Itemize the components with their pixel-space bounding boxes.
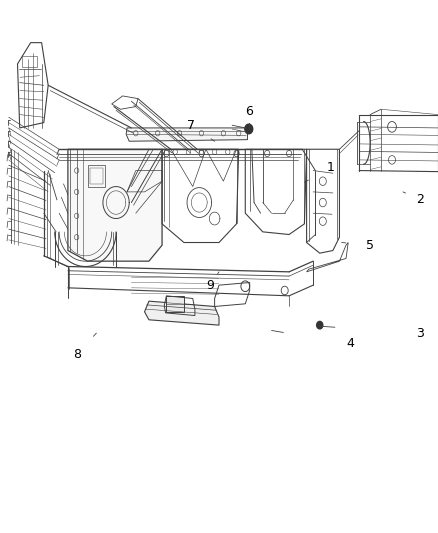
Text: 7: 7 (187, 119, 194, 132)
Polygon shape (126, 128, 247, 141)
Circle shape (317, 321, 323, 329)
Text: 2: 2 (417, 193, 424, 206)
Polygon shape (145, 301, 219, 325)
Text: 8: 8 (73, 348, 81, 361)
Polygon shape (68, 149, 162, 261)
Text: 1: 1 (327, 161, 335, 174)
Circle shape (245, 124, 253, 134)
Polygon shape (166, 296, 184, 312)
Text: 4: 4 (346, 337, 354, 350)
Text: 5: 5 (366, 239, 374, 252)
Text: 9: 9 (206, 279, 214, 292)
Text: 6: 6 (245, 106, 253, 118)
Text: 3: 3 (417, 327, 424, 340)
